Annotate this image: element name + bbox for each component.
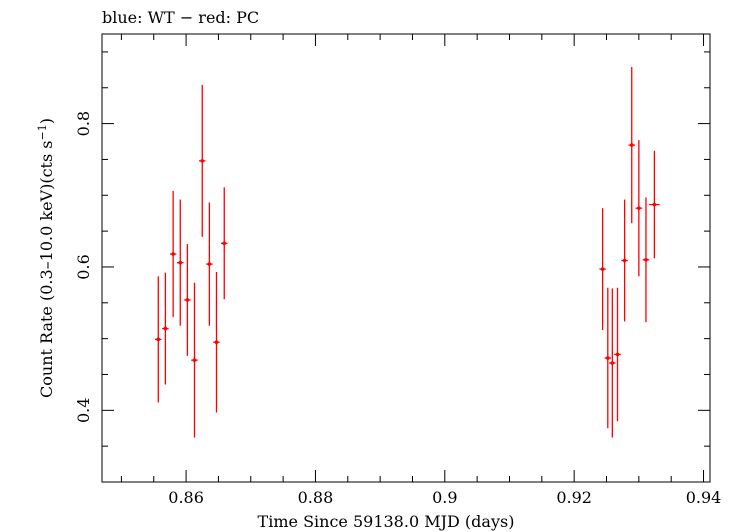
point-marker (222, 241, 227, 246)
data-point (604, 287, 612, 429)
x-tick-label: 0.86 (168, 488, 204, 507)
point-marker (200, 159, 205, 163)
data-point (213, 271, 220, 413)
y-axis-tick-labels: 0.4 0.6 0.8 (74, 111, 93, 423)
point-marker (600, 267, 605, 271)
point-marker (629, 143, 634, 147)
point-marker (171, 252, 175, 256)
point-marker (207, 262, 212, 266)
data-point (162, 272, 169, 385)
data-point (628, 66, 635, 224)
y-tick-label: 0.6 (74, 254, 93, 279)
plot-frame (101, 33, 711, 483)
data-point (169, 190, 177, 318)
data-point (621, 199, 628, 322)
data-point (206, 202, 213, 326)
data-point (199, 84, 206, 237)
data-point (177, 199, 184, 326)
x-tick-label: 0.88 (298, 488, 334, 507)
point-marker (163, 326, 168, 331)
point-marker (192, 358, 197, 362)
data-point (614, 287, 621, 422)
data-points (155, 66, 660, 438)
data-point (642, 197, 650, 323)
y-axis-title-end: ) (37, 118, 56, 124)
point-marker (610, 361, 615, 365)
data-point (184, 244, 191, 356)
point-marker (644, 257, 648, 262)
point-marker (652, 202, 657, 207)
point-marker (214, 340, 219, 345)
x-tick-label: 0.94 (686, 488, 722, 507)
y-axis-ticks (102, 51, 710, 483)
point-marker (622, 258, 627, 263)
point-marker (178, 260, 183, 265)
x-axis-ticks (120, 34, 705, 482)
data-point (649, 150, 660, 259)
data-point (155, 276, 162, 403)
y-axis-title-main: Count Rate (0.3–10.0 keV)(cts s (37, 141, 56, 398)
point-marker (606, 356, 610, 360)
y-axis-title-sup: −1 (36, 124, 49, 140)
x-tick-label: 0.92 (556, 488, 592, 507)
data-point (191, 282, 198, 438)
plot-border (101, 33, 711, 483)
data-point (599, 208, 606, 331)
y-axis-title: Count Rate (0.3–10.0 keV)(cts s−1) (36, 118, 56, 398)
point-marker (637, 206, 641, 210)
x-axis-title: Time Since 59138.0 MJD (days) (258, 512, 515, 531)
data-point (221, 187, 228, 300)
chart-title: blue: WT − red: PC (102, 8, 259, 27)
y-tick-label: 0.8 (74, 111, 93, 136)
x-axis-tick-labels: 0.86 0.88 0.9 0.92 0.94 (168, 488, 721, 507)
y-tick-label: 0.4 (74, 398, 93, 423)
x-tick-label: 0.9 (432, 488, 457, 507)
point-marker (615, 352, 620, 357)
data-point (609, 288, 616, 438)
point-marker (185, 298, 190, 302)
point-marker (156, 337, 161, 342)
data-point (635, 140, 643, 277)
